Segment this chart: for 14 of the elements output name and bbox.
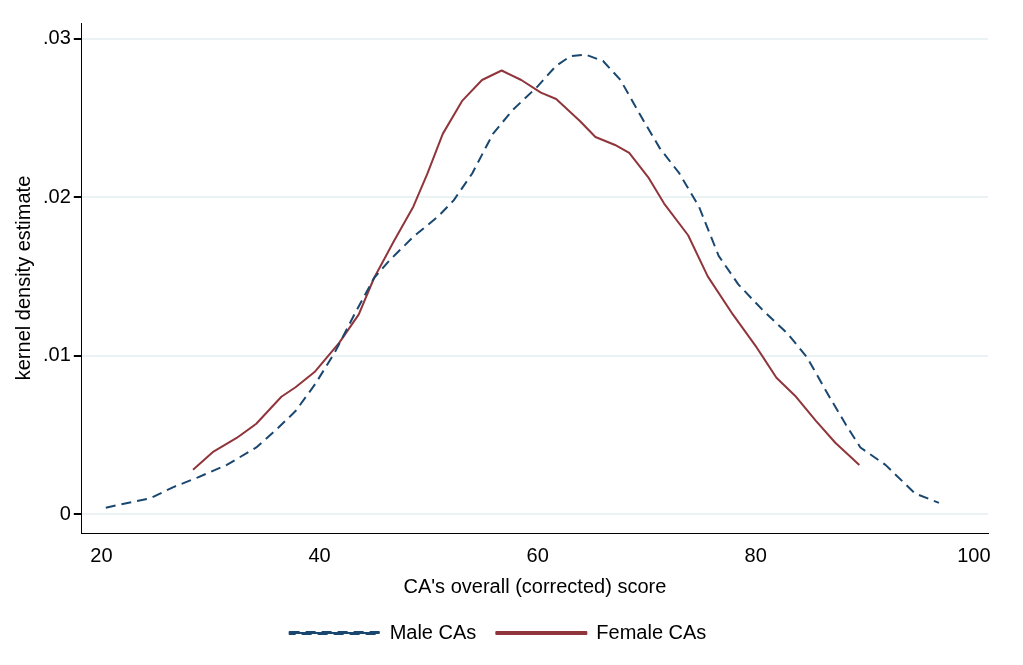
x-tick-label: 100 (957, 543, 991, 566)
x-tick-label: 60 (526, 543, 549, 566)
x-tick-label: 80 (744, 543, 767, 566)
legend-label: Male CAs (389, 620, 477, 643)
y-tick-label: .02 (42, 184, 71, 207)
line-series (104, 53, 940, 509)
x-tick-label: 40 (308, 543, 331, 566)
y-tick-label: .01 (42, 343, 71, 366)
x-axis-title: CA's overall (corrected) score (403, 574, 667, 597)
y-axis-title: kernel density estimate (11, 175, 34, 381)
y-tick-label: .03 (42, 26, 71, 49)
x-tick-label: 20 (90, 543, 113, 566)
y-tick-label: 0 (59, 501, 71, 524)
legend-label: Female CAs (596, 620, 707, 643)
